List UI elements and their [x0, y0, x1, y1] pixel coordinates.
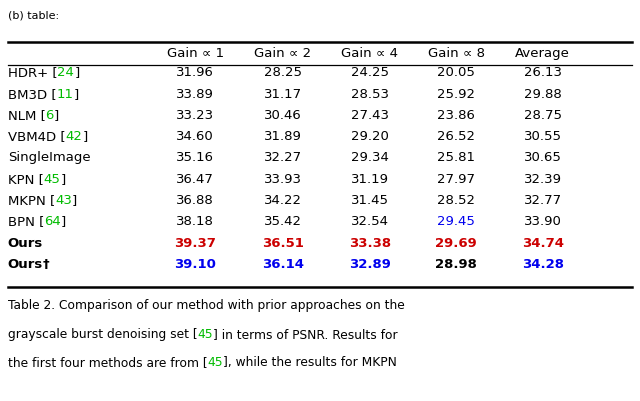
Text: 45: 45: [44, 173, 60, 186]
Text: 29.88: 29.88: [524, 88, 561, 101]
Text: 30.55: 30.55: [524, 130, 562, 143]
Text: ]: ]: [54, 109, 59, 122]
Text: KPN [: KPN [: [8, 173, 44, 186]
Text: Gain ∝ 8: Gain ∝ 8: [428, 47, 485, 60]
Text: 34.28: 34.28: [522, 258, 564, 271]
Text: 45: 45: [197, 328, 213, 340]
Text: the first four methods are from [: the first four methods are from [: [8, 356, 207, 369]
Text: 31.45: 31.45: [351, 194, 389, 207]
Text: 34.22: 34.22: [264, 194, 302, 207]
Text: ]: ]: [72, 194, 77, 207]
Text: 34.60: 34.60: [177, 130, 214, 143]
Text: 32.27: 32.27: [264, 152, 302, 164]
Text: Average: Average: [515, 47, 570, 60]
Text: 35.42: 35.42: [264, 215, 302, 228]
Text: ] in terms of PSNR. Results for: ] in terms of PSNR. Results for: [213, 328, 397, 340]
Text: 28.53: 28.53: [351, 88, 389, 101]
Text: 31.96: 31.96: [176, 67, 214, 79]
Text: 45: 45: [207, 356, 223, 369]
Text: 26.13: 26.13: [524, 67, 562, 79]
Text: 29.69: 29.69: [435, 237, 477, 249]
Text: 23.86: 23.86: [437, 109, 476, 122]
Text: Table 2. Comparison of our method with prior approaches on the: Table 2. Comparison of our method with p…: [8, 299, 404, 312]
Text: 29.45: 29.45: [437, 215, 476, 228]
Text: 27.43: 27.43: [351, 109, 389, 122]
Text: 28.98: 28.98: [435, 258, 477, 271]
Text: 32.39: 32.39: [524, 173, 562, 186]
Text: 24: 24: [58, 67, 74, 79]
Text: 28.75: 28.75: [524, 109, 562, 122]
Text: HDR+ [: HDR+ [: [8, 67, 58, 79]
Text: 31.89: 31.89: [264, 130, 302, 143]
Text: 42: 42: [65, 130, 82, 143]
Text: 36.88: 36.88: [177, 194, 214, 207]
Text: NLM [: NLM [: [8, 109, 45, 122]
Text: 29.20: 29.20: [351, 130, 389, 143]
Text: Ours: Ours: [8, 258, 43, 271]
Text: ], while the results for MKPN: ], while the results for MKPN: [223, 356, 397, 369]
Text: 35.16: 35.16: [176, 152, 214, 164]
Text: ]: ]: [74, 88, 79, 101]
Text: 11: 11: [56, 88, 74, 101]
Text: 33.38: 33.38: [349, 237, 391, 249]
Text: 33.89: 33.89: [176, 88, 214, 101]
Text: 43: 43: [55, 194, 72, 207]
Text: †: †: [43, 258, 49, 271]
Text: 27.97: 27.97: [437, 173, 476, 186]
Text: 24.25: 24.25: [351, 67, 389, 79]
Text: 31.19: 31.19: [351, 173, 389, 186]
Text: 20.05: 20.05: [437, 67, 476, 79]
Text: Gain ∝ 1: Gain ∝ 1: [166, 47, 224, 60]
Text: 34.74: 34.74: [522, 237, 564, 249]
Text: BPN [: BPN [: [8, 215, 44, 228]
Text: 28.25: 28.25: [264, 67, 302, 79]
Text: 29.34: 29.34: [351, 152, 389, 164]
Text: 33.93: 33.93: [264, 173, 302, 186]
Text: Gain ∝ 2: Gain ∝ 2: [254, 47, 312, 60]
Text: 36.14: 36.14: [262, 258, 304, 271]
Text: 39.10: 39.10: [174, 258, 216, 271]
Text: 6: 6: [45, 109, 54, 122]
Text: ]: ]: [61, 215, 66, 228]
Text: ]: ]: [60, 173, 66, 186]
Text: 38.18: 38.18: [176, 215, 214, 228]
Text: BM3D [: BM3D [: [8, 88, 56, 101]
Text: grayscale burst denoising set [: grayscale burst denoising set [: [8, 328, 197, 340]
Text: 33.23: 33.23: [176, 109, 214, 122]
Text: SingleImage: SingleImage: [8, 152, 90, 164]
Text: 25.92: 25.92: [437, 88, 476, 101]
Text: ]: ]: [82, 130, 88, 143]
Text: Ours: Ours: [8, 237, 43, 249]
Text: 30.46: 30.46: [264, 109, 301, 122]
Text: 64: 64: [44, 215, 61, 228]
Text: 31.17: 31.17: [264, 88, 302, 101]
Text: 32.77: 32.77: [524, 194, 562, 207]
Text: (b) table:: (b) table:: [8, 10, 59, 20]
Text: 33.90: 33.90: [524, 215, 562, 228]
Text: 36.51: 36.51: [262, 237, 304, 249]
Text: ]: ]: [74, 67, 79, 79]
Text: 30.65: 30.65: [524, 152, 562, 164]
Text: 25.81: 25.81: [437, 152, 476, 164]
Text: 28.52: 28.52: [437, 194, 476, 207]
Text: 36.47: 36.47: [176, 173, 214, 186]
Text: VBM4D [: VBM4D [: [8, 130, 65, 143]
Text: 32.89: 32.89: [349, 258, 391, 271]
Text: 26.52: 26.52: [437, 130, 476, 143]
Text: 39.37: 39.37: [174, 237, 216, 249]
Text: 32.54: 32.54: [351, 215, 389, 228]
Text: Gain ∝ 4: Gain ∝ 4: [341, 47, 399, 60]
Text: MKPN [: MKPN [: [8, 194, 55, 207]
